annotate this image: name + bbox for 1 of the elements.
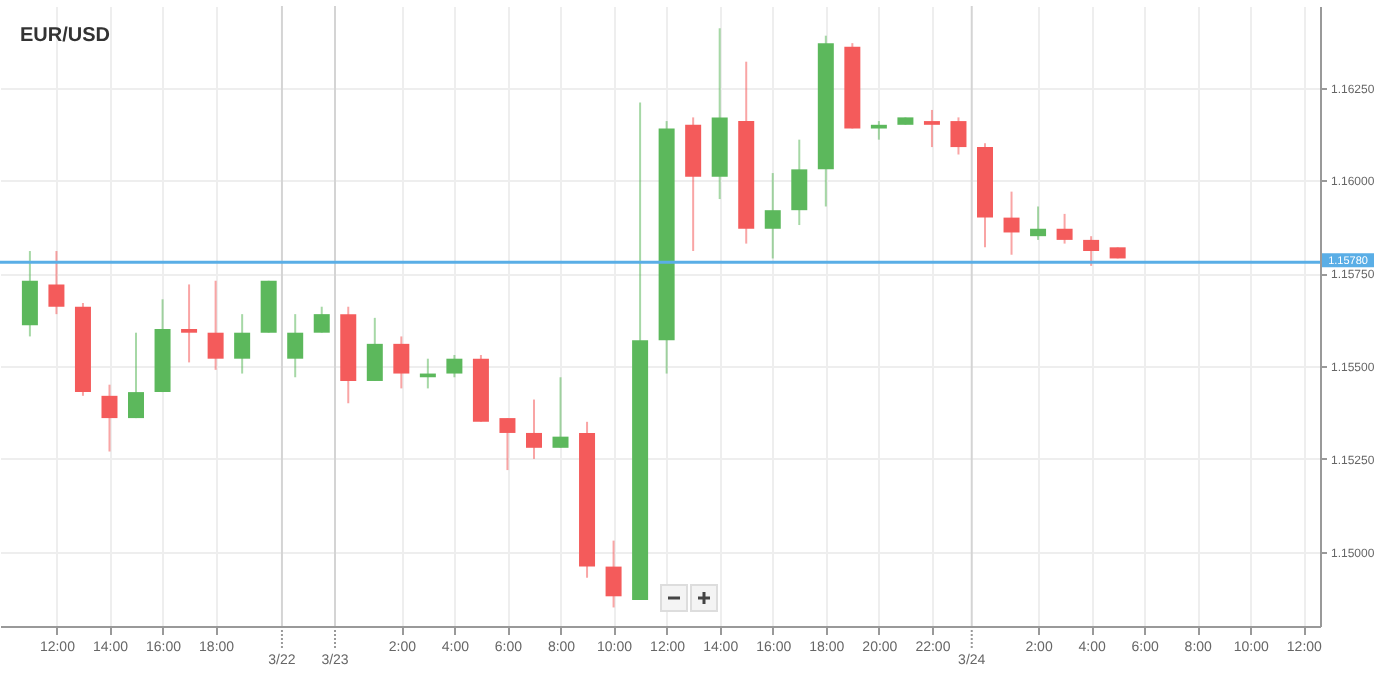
- text: EUR/USD: [20, 25, 111, 47]
